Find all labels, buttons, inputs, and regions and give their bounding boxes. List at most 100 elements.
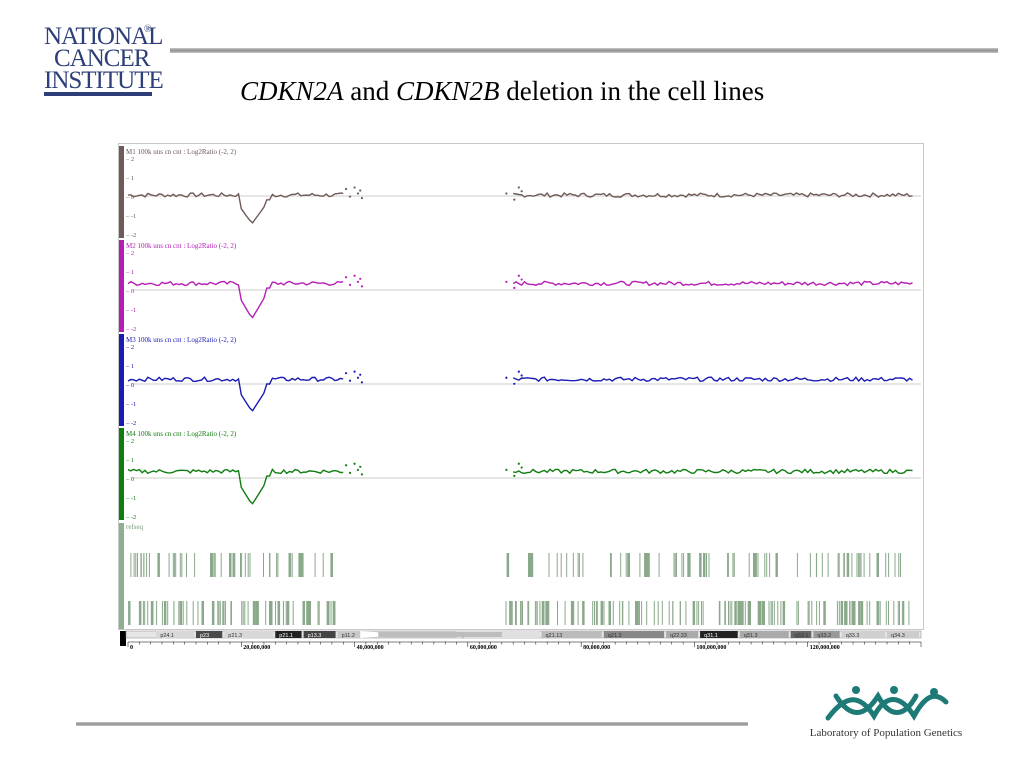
gene-mark (212, 601, 214, 625)
gene-mark (699, 553, 702, 577)
gene-mark (219, 601, 221, 625)
data-point (353, 274, 356, 277)
data-point (344, 372, 348, 375)
gene-mark (147, 601, 149, 625)
band-label: q34.3 (891, 633, 905, 639)
data-point (360, 473, 364, 476)
gene-mark (527, 601, 529, 625)
log2ratio-line (513, 468, 913, 475)
gene-mark (698, 601, 700, 625)
y-tick-label: – 1 (125, 175, 134, 182)
gene-mark (815, 553, 817, 577)
gene-mark (545, 601, 549, 625)
data-point (520, 278, 523, 281)
gene-mark (858, 553, 860, 577)
header-rule (170, 48, 998, 53)
gene-mark (676, 553, 677, 577)
ideogram-band (195, 631, 223, 638)
gene-mark (240, 553, 241, 577)
gene-mark (610, 553, 611, 577)
gene-mark (214, 553, 216, 577)
gene-mark (610, 553, 612, 577)
gene-mark (570, 601, 574, 625)
log2ratio-line (513, 192, 913, 199)
gene-mark (557, 601, 558, 625)
gene-mark (635, 601, 638, 625)
gene-mark (661, 601, 663, 625)
gene-mark (218, 601, 220, 625)
data-point (517, 274, 520, 277)
gene-mark (685, 601, 687, 625)
gene-mark (738, 601, 740, 625)
gene-mark (620, 553, 622, 577)
gene-mark (827, 553, 829, 577)
gene-mark (252, 601, 256, 625)
gene-mark (708, 553, 710, 577)
gene-mark (888, 601, 889, 625)
data-point (348, 379, 352, 382)
gene-mark (172, 553, 174, 577)
gene-mark (292, 601, 294, 625)
gene-mark (129, 601, 131, 625)
gene-mark (658, 553, 660, 577)
gene-mark (628, 601, 630, 625)
band-label: q21.3 (608, 633, 622, 639)
data-point (505, 376, 508, 379)
gene-mark (573, 601, 575, 625)
band-label: p21.1 (279, 633, 293, 639)
gene-mark (263, 553, 264, 577)
lpg-logo: Laboratory of Population Genetics (786, 684, 986, 744)
gene-mark (142, 601, 144, 625)
gene-mark (644, 553, 647, 577)
gene-mark (211, 601, 215, 625)
gene-mark (186, 601, 188, 625)
gene-mark (846, 553, 850, 577)
y-tick-label: – 0 (125, 476, 134, 483)
gene-mark (326, 601, 330, 625)
gene-mark (769, 553, 771, 577)
band-label: p21.3 (228, 633, 242, 639)
log2ratio-line (512, 280, 913, 287)
gene-mark (679, 601, 681, 625)
gene-mark (727, 553, 729, 577)
ideogram-band (666, 631, 699, 638)
gene-mark (223, 601, 225, 625)
data-point (505, 280, 508, 283)
data-point (359, 277, 362, 280)
gene-mark (796, 553, 798, 577)
gene-mark (249, 553, 251, 577)
copy-number-chart: M1 100k uns cn cnt : Log2Ratio (-2, 2)– … (118, 143, 924, 651)
y-tick-label: – 2 (125, 156, 134, 163)
gene-mark (220, 553, 222, 577)
gene-mark (269, 553, 271, 577)
gene-mark (908, 601, 910, 625)
gene-mark (747, 601, 749, 625)
gene-mark (869, 553, 871, 577)
gene-mark (619, 601, 621, 625)
gene-mark (578, 553, 580, 577)
gene-mark (528, 553, 531, 577)
data-point (520, 374, 523, 377)
gene-mark (577, 553, 579, 577)
gene-mark (506, 553, 510, 577)
gene-mark (770, 601, 772, 625)
data-point (505, 468, 508, 471)
y-tick-label: – -2 (125, 326, 136, 333)
y-tick-label: – 1 (125, 457, 134, 464)
y-tick-label: – -1 (125, 307, 136, 314)
gene-mark (511, 601, 513, 625)
gene-mark (179, 553, 181, 577)
y-tick-label: – 2 (125, 344, 134, 351)
gene-mark (130, 553, 132, 577)
gene-mark (241, 553, 243, 577)
gene-mark (876, 601, 878, 625)
gene-mark (807, 601, 809, 625)
gene-mark (776, 553, 778, 577)
gene-mark (869, 601, 871, 625)
track-label: M3 100k uns cn cnt : Log2Ratio (-2, 2) (126, 336, 237, 344)
gene-mark (168, 553, 170, 577)
gene-mark (757, 601, 759, 625)
gene-mark (811, 601, 813, 625)
gene-mark (560, 553, 562, 577)
gene-mark (681, 553, 683, 577)
